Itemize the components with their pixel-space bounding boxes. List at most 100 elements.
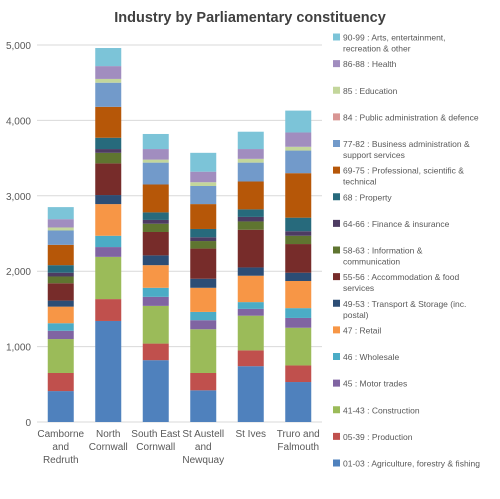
- legend-label: 77-82 : Business administration & support…: [343, 139, 470, 160]
- bar-segment: [95, 299, 122, 321]
- x-tick-label: St Austell and Newquay: [182, 429, 224, 466]
- bar-segment: [190, 372, 217, 391]
- bar-segment: [47, 300, 74, 307]
- bar-segment: [142, 184, 169, 213]
- legend-swatch: [333, 432, 340, 440]
- legend-swatch: [333, 299, 340, 307]
- bar-segment: [285, 173, 312, 218]
- bar-segment: [237, 131, 264, 150]
- bar-segment: [142, 287, 169, 297]
- bar-segment: [285, 365, 312, 383]
- legend-swatch: [333, 33, 340, 41]
- bar-segment: [190, 241, 217, 249]
- bar-segment: [142, 265, 169, 288]
- bar-segment: [95, 137, 122, 150]
- bar-segment: [237, 216, 264, 222]
- bars: [47, 48, 312, 422]
- bar-segment: [237, 149, 264, 159]
- bar-segment: [142, 255, 169, 266]
- y-tick-label: 4,000: [6, 116, 31, 127]
- bar-segment: [190, 329, 217, 373]
- bar-segment: [190, 278, 217, 288]
- bar-segment: [285, 146, 312, 151]
- y-tick-label: 3,000: [6, 192, 31, 203]
- bar-segment: [285, 231, 312, 236]
- y-axis: 0 1,000 2,000 3,000 4,000 5,000: [6, 41, 31, 429]
- bar-segment: [190, 152, 217, 172]
- bar-segment: [95, 152, 122, 164]
- legend: 90-99 : Arts, entertainment, recreation &…: [333, 33, 480, 469]
- bar-segment: [190, 390, 217, 422]
- bar-segment: [95, 256, 122, 300]
- bar-segment: [142, 343, 169, 361]
- bar-segment: [237, 221, 264, 230]
- bar-segment: [95, 78, 122, 83]
- bar-segment: [95, 48, 122, 67]
- bar-segment: [237, 275, 264, 303]
- bar-segment: [237, 350, 264, 367]
- legend-swatch: [333, 246, 340, 254]
- legend-swatch: [333, 353, 340, 360]
- legend-label: 05-39 : Production: [343, 432, 413, 442]
- x-tick-label: North Cornwall: [89, 429, 128, 453]
- legend-label: 01-03 : Agriculture, forestry & fishing: [343, 459, 480, 469]
- legend-label: 49-53 : Transport & Storage (inc. postal): [343, 299, 466, 320]
- bar-segment: [285, 281, 312, 309]
- legend-label: 68 : Property: [343, 192, 392, 202]
- bar-segment: [95, 320, 122, 422]
- legend-label: 69-75 : Professional, scientific & techni…: [343, 166, 464, 187]
- bar-segment: [190, 320, 217, 330]
- legend-swatch: [333, 140, 340, 147]
- legend-label: 46 : Wholesale: [343, 352, 399, 362]
- bar-segment: [142, 296, 169, 306]
- legend-label: 45 : Motor trades: [343, 379, 407, 389]
- legend-label: 85 : Education: [343, 86, 398, 96]
- legend-swatch: [333, 219, 340, 227]
- legend-label: 64-66 : Finance & insurance: [343, 219, 450, 229]
- legend-label: 84 : Public administration & defence: [343, 112, 479, 122]
- bar-segment: [237, 308, 264, 316]
- bar-segment: [95, 204, 122, 236]
- legend-label: 90-99 : Arts, entertainment, recreation &…: [343, 33, 446, 54]
- bar-segment: [95, 106, 122, 138]
- x-tick-label: St Ives: [235, 429, 266, 440]
- legend-label: 47 : Retail: [343, 325, 381, 335]
- bar-segment: [142, 231, 169, 256]
- bar-segment: [47, 339, 74, 373]
- bar-segment: [237, 158, 264, 163]
- y-tick-label: 0: [25, 418, 31, 429]
- legend-swatch: [333, 166, 340, 174]
- y-tick-label: 2,000: [6, 267, 31, 278]
- bar-segment: [285, 235, 312, 245]
- legend-swatch: [333, 273, 340, 281]
- bar-segment: [190, 287, 217, 312]
- bar-segment: [237, 229, 264, 268]
- bar-segment: [237, 366, 264, 422]
- bar-segment: [190, 204, 217, 229]
- x-tick-label: South East Cornwall: [131, 429, 180, 453]
- bar-segment: [47, 265, 74, 273]
- bar-segment: [47, 230, 74, 245]
- bar-segment: [285, 327, 312, 366]
- y-tick-label: 5,000: [6, 41, 31, 52]
- bar-segment: [47, 323, 74, 331]
- legend-label: 41-43 : Construction: [343, 405, 420, 415]
- bar-segment: [95, 195, 122, 205]
- bar-segment: [285, 217, 312, 232]
- bar-segment: [285, 110, 312, 133]
- bar-segment: [47, 391, 74, 422]
- bar-segment: [142, 159, 169, 163]
- bar-segment: [190, 311, 217, 321]
- bar-segment: [285, 150, 312, 174]
- legend-swatch: [333, 193, 340, 201]
- bar-segment: [142, 212, 169, 220]
- bar-segment: [285, 272, 312, 282]
- bar-segment: [237, 162, 264, 182]
- bar-segment: [47, 276, 74, 284]
- bar-segment: [95, 149, 122, 153]
- gridlines: [37, 44, 322, 423]
- bar-segment: [47, 306, 74, 324]
- bar-segment: [142, 149, 169, 160]
